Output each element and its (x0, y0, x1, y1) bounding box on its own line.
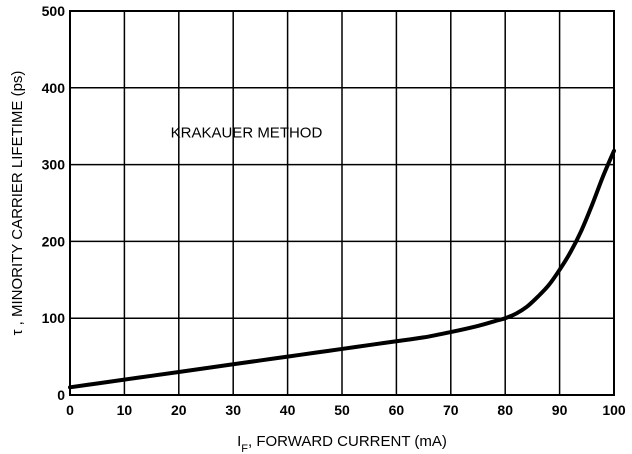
y-tick-label: 100 (42, 310, 66, 326)
x-tick-label: 60 (389, 402, 405, 418)
y-tick-label: 0 (57, 387, 65, 403)
x-tick-label: 90 (552, 402, 568, 418)
x-tick-label: 70 (443, 402, 459, 418)
x-tick-label: 20 (171, 402, 187, 418)
x-tick-label: 80 (497, 402, 513, 418)
annotation-label: KRAKAUER METHOD (171, 125, 323, 142)
x-tick-label: 40 (280, 402, 296, 418)
x-axis-title-subscript: F (241, 443, 248, 454)
lifetime-curve (68, 148, 616, 390)
plot-area (69, 10, 615, 396)
x-tick-label: 50 (334, 402, 350, 418)
x-axis-title: IF, FORWARD CURRENT (mA) (237, 433, 447, 454)
y-tick-label: 500 (42, 3, 66, 19)
x-tick-labels: 0 10 20 30 40 50 60 70 80 90 100 (66, 402, 626, 418)
x-axis-title-text: , FORWARD CURRENT (mA) (248, 433, 447, 450)
x-tick-label: 10 (117, 402, 133, 418)
grid (69, 10, 615, 396)
x-axis-title-prefix: I (237, 433, 241, 450)
y-tick-label: 400 (42, 80, 66, 96)
x-tick-label: 100 (602, 402, 626, 418)
y-tick-label: 200 (42, 233, 66, 249)
y-tick-labels: 0 100 200 300 400 500 (42, 3, 66, 403)
x-tick-label: 30 (225, 402, 241, 418)
y-axis-title: τ , MINORITY CARRIER LIFETIME (ps) (9, 71, 26, 336)
x-tick-label: 0 (66, 402, 74, 418)
y-tick-label: 300 (42, 157, 66, 173)
